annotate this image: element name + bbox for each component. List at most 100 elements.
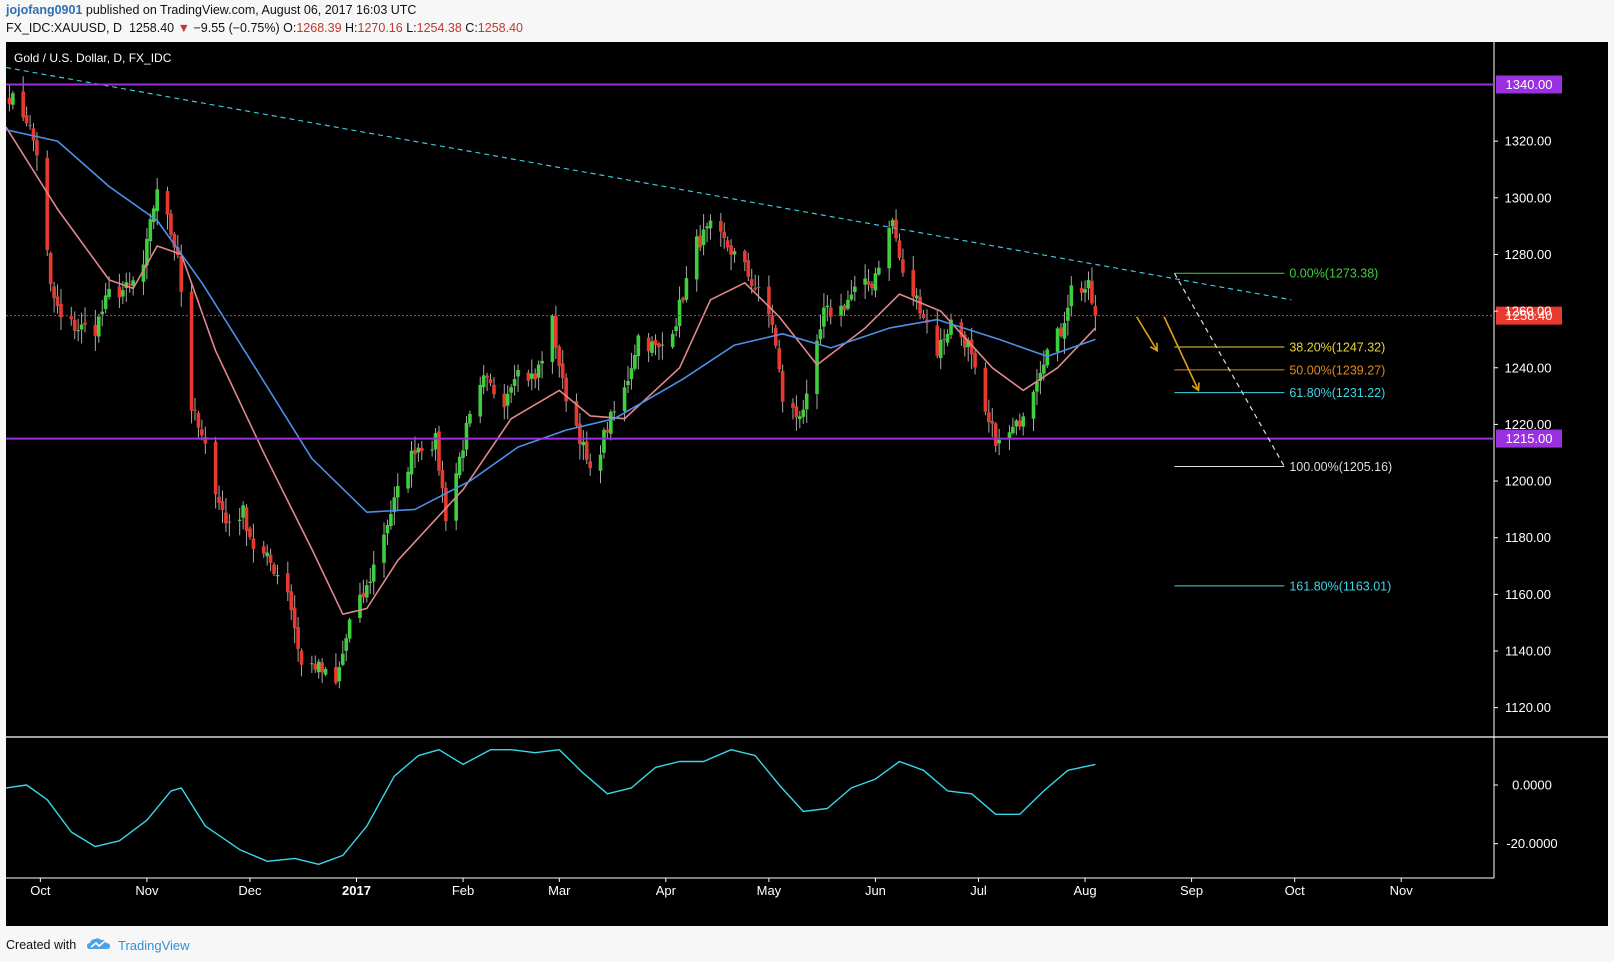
x-tick-label: Oct xyxy=(30,883,51,898)
candle-down xyxy=(217,496,221,503)
candle-up xyxy=(310,663,314,665)
candle-down xyxy=(605,429,610,433)
candle-down xyxy=(574,401,579,426)
candle-down xyxy=(756,287,761,289)
candle-up xyxy=(1007,432,1012,438)
candle-down xyxy=(169,213,173,235)
candle-down xyxy=(52,286,56,299)
fib-level-label: 0.00%(1273.38) xyxy=(1289,267,1378,281)
candle-down xyxy=(578,423,582,445)
candle-down xyxy=(420,447,424,452)
chart-area[interactable]: Gold / U.S. Dollar, D, FX_IDC 1340.00 1215… xyxy=(6,42,1608,926)
candle-up xyxy=(602,430,606,453)
candle-up xyxy=(464,422,469,450)
candle-down xyxy=(127,283,132,286)
price-change: −9.55 (−0.75%) xyxy=(193,21,280,35)
candle-down xyxy=(285,573,290,593)
candle-up xyxy=(890,220,895,227)
ema-fast-line xyxy=(6,126,1096,615)
candle-up xyxy=(316,661,321,673)
chart-canvas[interactable]: Gold / U.S. Dollar, D, FX_IDC 1340.00 1215… xyxy=(6,42,1608,926)
candle-down xyxy=(313,663,318,670)
candle-up xyxy=(265,552,269,557)
candle-up xyxy=(839,305,843,316)
open-label: O: xyxy=(283,21,297,35)
candle-down xyxy=(901,259,905,273)
candle-up xyxy=(914,295,919,299)
candle-down xyxy=(165,191,170,215)
candle-up xyxy=(732,251,737,255)
author-link[interactable]: jojofang0901 xyxy=(6,3,83,17)
candle-up xyxy=(801,409,806,417)
candle-down xyxy=(1079,287,1084,293)
candle-up xyxy=(131,280,135,286)
candle-down xyxy=(911,270,916,297)
candle-up xyxy=(103,295,108,310)
candle-up xyxy=(79,324,84,330)
candle-down xyxy=(718,221,723,232)
candle-up xyxy=(124,282,129,288)
fib-level-label: 61.80%(1231.22) xyxy=(1289,386,1385,400)
candle-up xyxy=(550,315,555,362)
candle-up xyxy=(818,329,823,340)
candle-down xyxy=(172,233,177,248)
candle-up xyxy=(650,341,654,353)
candle-down xyxy=(918,296,922,314)
candle-down xyxy=(93,324,98,336)
candle-up xyxy=(340,653,345,665)
candle-down xyxy=(72,319,77,331)
candle-down xyxy=(722,231,727,239)
candle-down xyxy=(780,371,785,402)
x-tick-label: Sep xyxy=(1180,883,1203,898)
candle-up xyxy=(1021,416,1026,427)
candle-up xyxy=(1014,420,1019,427)
candle-up xyxy=(121,290,125,297)
candle-up xyxy=(358,594,362,619)
y-tick-label: 1240.00 xyxy=(1505,360,1552,375)
candle-down xyxy=(526,372,531,381)
close-value: 1258.40 xyxy=(477,21,523,35)
y-tick-label: 1280.00 xyxy=(1505,247,1552,262)
candle-up xyxy=(148,219,153,242)
candle-down xyxy=(646,337,651,352)
candle-up xyxy=(949,319,953,335)
candle-up xyxy=(516,370,520,377)
candle-down xyxy=(870,283,874,289)
footer: Created with TradingView xyxy=(0,926,1614,962)
candle-down xyxy=(45,157,50,251)
candle-down xyxy=(251,538,256,549)
tradingview-cloud-icon[interactable] xyxy=(86,935,112,953)
candle-down xyxy=(224,512,228,524)
candle-down xyxy=(28,125,32,127)
candle-up xyxy=(11,93,15,105)
candle-up xyxy=(945,334,950,343)
candle-down xyxy=(770,315,775,325)
candle-down xyxy=(969,339,974,355)
tradingview-link[interactable]: TradingView xyxy=(118,938,190,953)
close-label: C: xyxy=(465,21,478,35)
candle-down xyxy=(296,627,300,649)
candle-up xyxy=(822,307,826,327)
candle-down xyxy=(289,591,294,611)
candle-down xyxy=(773,327,778,346)
candle-down xyxy=(261,546,266,554)
publish-line: jojofang0901 published on TradingView.co… xyxy=(6,3,416,17)
candle-down xyxy=(83,322,87,325)
candle-up xyxy=(1031,391,1036,419)
arrow-head xyxy=(1191,382,1200,392)
level-price-tag xyxy=(1496,75,1562,94)
candle-down xyxy=(894,219,898,239)
candle-up xyxy=(815,340,819,395)
candle-up xyxy=(674,326,678,332)
y-tick-label: 1120.00 xyxy=(1505,700,1551,715)
y-tick-label: 1200.00 xyxy=(1505,474,1552,489)
candle-up xyxy=(1069,285,1074,307)
candle-up xyxy=(609,411,613,434)
candle-down xyxy=(31,128,36,141)
down-arrow-icon xyxy=(1163,316,1200,391)
candle-up xyxy=(1066,307,1070,321)
down-arrow-icon xyxy=(1135,316,1158,352)
candle-up xyxy=(365,585,369,598)
candle-up xyxy=(389,514,393,527)
candle-up xyxy=(141,264,146,282)
